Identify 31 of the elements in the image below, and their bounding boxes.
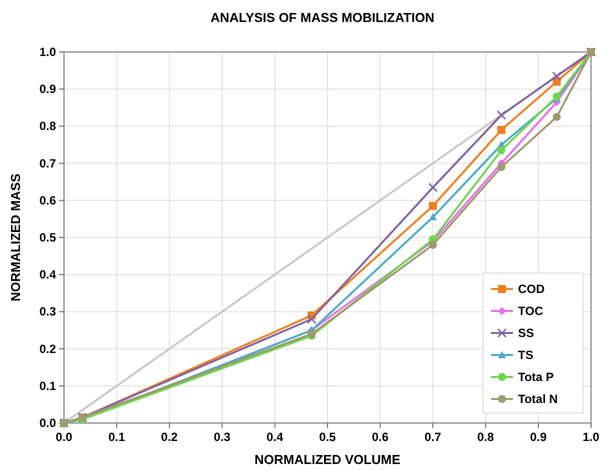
y-tick-label: 0.0 bbox=[39, 416, 56, 430]
legend-label: COD bbox=[518, 282, 545, 296]
x-tick-label: 1.0 bbox=[582, 430, 600, 444]
x-tick-label: 0.4 bbox=[266, 430, 284, 444]
legend-label: Total N bbox=[518, 392, 558, 406]
x-tick-label: 0.9 bbox=[530, 430, 547, 444]
x-tick-label: 0.8 bbox=[477, 430, 494, 444]
y-tick-label: 0.2 bbox=[39, 342, 56, 356]
y-tick-label: 0.4 bbox=[39, 268, 56, 282]
legend-label: Tota P bbox=[518, 370, 554, 384]
x-tick-label: 0.2 bbox=[161, 430, 178, 444]
y-tick-label: 0.1 bbox=[39, 378, 56, 393]
y-tick-label: 0.6 bbox=[39, 193, 56, 208]
legend-label: SS bbox=[518, 326, 534, 340]
x-tick-label: 0.1 bbox=[108, 430, 126, 444]
legend-label: TOC bbox=[518, 304, 544, 318]
y-tick-label: 0.7 bbox=[39, 156, 56, 170]
x-tick-label: 0.5 bbox=[319, 430, 336, 444]
legend-label: TS bbox=[518, 348, 534, 362]
y-tick-label: 0.9 bbox=[39, 82, 56, 96]
x-axis-title: NORMALIZED VOLUME bbox=[254, 452, 401, 467]
x-tick-label: 0.3 bbox=[214, 430, 231, 444]
y-tick-label: 0.5 bbox=[39, 230, 56, 244]
x-tick-label: 0.0 bbox=[56, 430, 73, 444]
x-tick-label: 0.6 bbox=[372, 430, 389, 444]
x-tick-label: 0.7 bbox=[424, 430, 442, 444]
chart-title: ANALYSIS OF MASS MOBILIZATION bbox=[210, 10, 434, 25]
y-tick-label: 1.0 bbox=[39, 45, 56, 59]
y-tick-label: 0.8 bbox=[39, 119, 56, 134]
y-tick-label: 0.3 bbox=[39, 304, 56, 319]
y-axis-title: NORMALIZED MASS bbox=[8, 173, 23, 302]
